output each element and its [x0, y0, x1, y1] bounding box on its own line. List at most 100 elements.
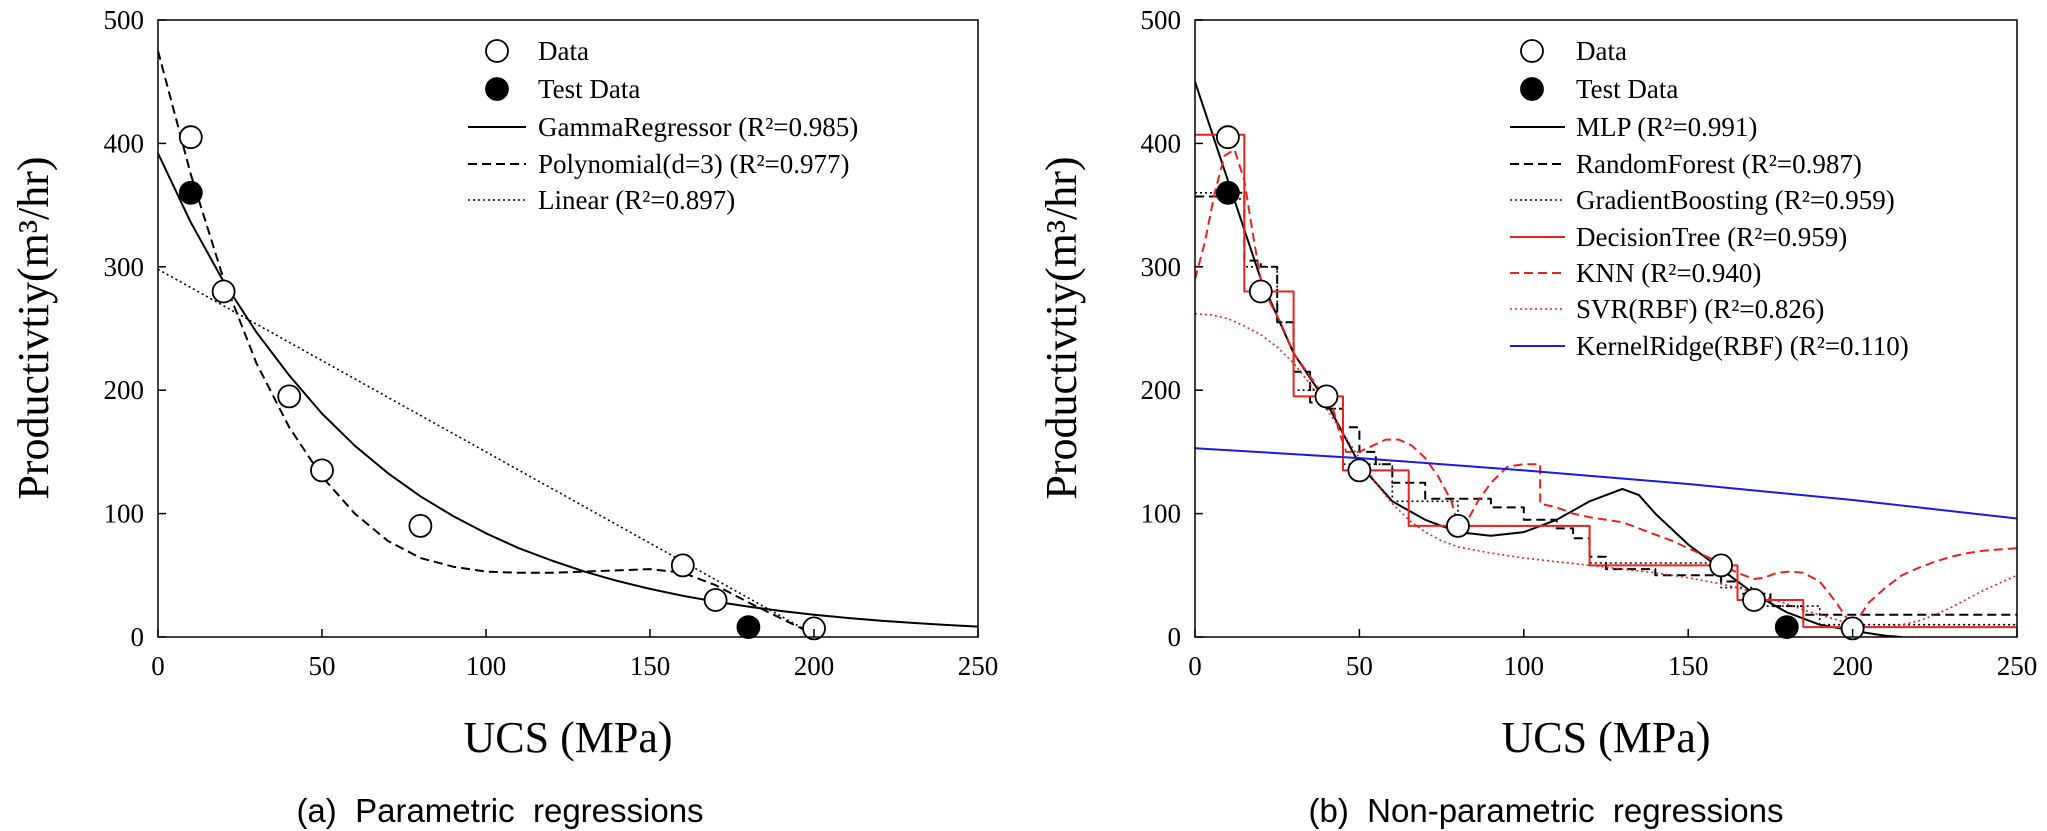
legend-item-knn-b: KNN (R²=0.940) [1510, 258, 1761, 288]
y-tick-label: 0 [131, 622, 145, 652]
data-point [802, 616, 826, 641]
test-data-point [178, 180, 203, 205]
legend-label-linear-a: Linear (R²=0.897) [538, 185, 735, 215]
caption-b: (b) Non-parametric regressions [1309, 792, 1784, 829]
data-point [1742, 588, 1766, 612]
series-line-kernelridge-rbf--b [1195, 447, 2017, 520]
xticks-group-b: 0 50 100 150 200 250 [1188, 629, 2037, 681]
x-tick-label: 150 [1668, 651, 1709, 681]
data-point [1248, 279, 1273, 304]
y-tick-label: 400 [104, 128, 145, 158]
y-axis-label-b: Productivtiy(m³/hr) [1037, 156, 1086, 499]
legend-label-gb-b: GradientBoosting (R²=0.959) [1576, 185, 1895, 215]
legend-item-dt-b: DecisionTree (R²=0.959) [1510, 222, 1847, 252]
x-axis-label-b: UCS (MPa) [1501, 713, 1710, 762]
y-tick-label: 300 [1141, 252, 1182, 282]
legend-item-data-b: Data [1520, 36, 1627, 66]
data-point [703, 588, 728, 612]
y-tick-label: 200 [104, 375, 145, 405]
plot-frame-b [1194, 19, 2018, 638]
x-tick-label: 200 [1832, 651, 1873, 681]
chart-panel-a: 0 50 100 150 200 250 0 100 200 300 400 500 UCS (MP… [9, 5, 998, 829]
x-tick-label: 50 [1346, 651, 1373, 681]
legend-item-test-a: Test Data [485, 74, 640, 104]
legend-item-svr-b: SVR(RBF) (R²=0.826) [1510, 294, 1824, 324]
data-point [1840, 616, 1865, 641]
xticks-group-a: 0 50 100 150 200 250 [151, 629, 998, 681]
legend-marker-test-a [485, 77, 509, 101]
data-point [178, 125, 203, 150]
data-point [310, 458, 334, 483]
data-point [408, 514, 433, 538]
x-tick-label: 100 [466, 651, 507, 681]
series-group-a [158, 50, 978, 636]
test-data-point [736, 615, 761, 639]
legend-item-kr-b: KernelRidge(RBF) (R²=0.110) [1510, 331, 1909, 361]
y-tick-label: 200 [1141, 375, 1182, 405]
test-data-point [1216, 180, 1240, 205]
legend-label-test-a: Test Data [538, 74, 640, 104]
y-tick-label: 0 [1168, 622, 1182, 652]
legend-item-gamma-a: GammaRegressor (R²=0.985) [468, 112, 858, 142]
y-tick-label: 300 [104, 252, 145, 282]
data-point [1216, 125, 1240, 150]
chart-panel-b: 0 50 100 150 200 250 0 100 200 300 400 500 UCS (MP… [1037, 5, 2037, 829]
data-point [1314, 384, 1339, 409]
data-point [1709, 553, 1733, 578]
data-point [1446, 514, 1470, 538]
legend-item-mlp-b: MLP (R²=0.991) [1510, 112, 1757, 142]
series-line-linear-a [158, 268, 815, 636]
caption-a: (a) Parametric regressions [296, 792, 703, 829]
legend-marker-data-b [1520, 39, 1544, 63]
x-tick-label: 100 [1504, 651, 1545, 681]
legend-b: Data Test Data MLP (R²=0.991) RandomFore… [1510, 36, 1909, 361]
legend-label-kr-b: KernelRidge(RBF) (R²=0.110) [1576, 331, 1909, 361]
y-tick-label: 100 [1141, 499, 1182, 529]
y-axis-label-a: Productivtiy(m³/hr) [9, 156, 58, 499]
data-point [670, 553, 695, 578]
legend-label-poly-a: Polynomial(d=3) (R²=0.977) [538, 149, 850, 179]
legend-label-rf-b: RandomForest (R²=0.987) [1576, 149, 1862, 179]
points-group-a [178, 125, 826, 641]
x-tick-label: 250 [1997, 651, 2038, 681]
points-group-b [1216, 125, 1865, 641]
series-line-svr-rbf--b [1195, 312, 2017, 628]
legend-label-data-a: Data [538, 36, 589, 66]
legend-label-svr-b: SVR(RBF) (R²=0.826) [1576, 294, 1824, 324]
test-data-point [1774, 615, 1799, 639]
legend-item-test-b: Test Data [1520, 74, 1678, 104]
legend-label-mlp-b: MLP (R²=0.991) [1576, 112, 1757, 142]
y-tick-label: 100 [104, 499, 145, 529]
y-tick-label: 500 [1141, 5, 1182, 35]
legend-label-knn-b: KNN (R²=0.940) [1576, 258, 1761, 288]
yticks-group-a: 0 100 200 300 400 500 [104, 5, 166, 652]
x-tick-label: 0 [1188, 651, 1202, 681]
legend-label-dt-b: DecisionTree (R²=0.959) [1576, 222, 1847, 252]
legend-item-linear-a: Linear (R²=0.897) [468, 185, 735, 215]
series-line-gammaregressor-a [158, 152, 978, 628]
x-tick-label: 0 [151, 651, 165, 681]
legend-item-data-a: Data [485, 36, 589, 66]
legend-a: Data Test Data GammaRegressor (R²=0.985)… [468, 36, 858, 215]
legend-label-test-b: Test Data [1576, 74, 1678, 104]
y-tick-label: 400 [1141, 128, 1182, 158]
x-tick-label: 150 [630, 651, 671, 681]
x-axis-label-a: UCS (MPa) [463, 713, 672, 762]
series-line-polynomial-d-3--a [158, 50, 815, 636]
yticks-group-b: 0 100 200 300 400 500 [1141, 5, 1203, 652]
legend-item-gb-b: GradientBoosting (R²=0.959) [1510, 185, 1895, 215]
legend-label-gamma-a: GammaRegressor (R²=0.985) [538, 112, 858, 142]
legend-marker-data-a [485, 39, 509, 63]
plot-frame-a [157, 19, 979, 638]
legend-item-poly-a: Polynomial(d=3) (R²=0.977) [468, 149, 850, 179]
legend-item-rf-b: RandomForest (R²=0.987) [1510, 149, 1862, 179]
legend-label-data-b: Data [1576, 36, 1627, 66]
x-tick-label: 50 [309, 651, 336, 681]
data-point [277, 384, 302, 409]
x-tick-label: 250 [958, 651, 999, 681]
data-point [1347, 458, 1372, 483]
legend-marker-test-b [1520, 77, 1544, 101]
y-tick-label: 500 [104, 5, 145, 35]
data-point [211, 279, 236, 304]
